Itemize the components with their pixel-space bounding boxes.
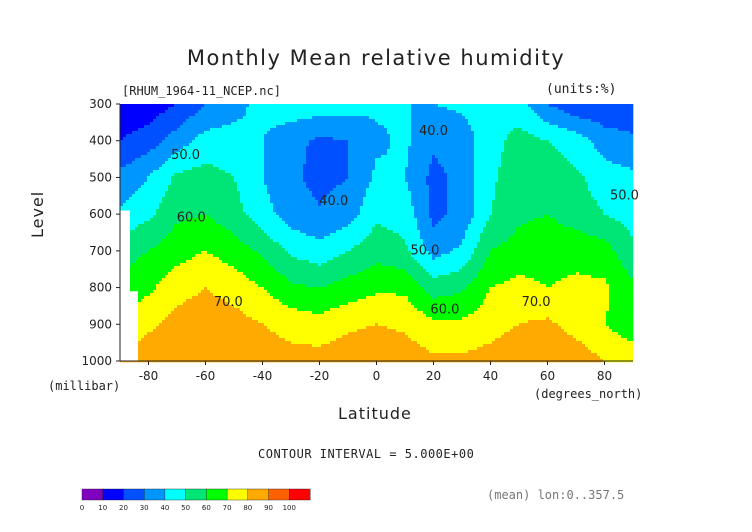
colorbar-label: 70 bbox=[223, 504, 232, 512]
x-tick-label: 80 bbox=[597, 369, 612, 383]
colorbar-swatch bbox=[289, 488, 311, 501]
contour-label: 50.0 bbox=[410, 244, 439, 259]
colorbar-label: 10 bbox=[98, 504, 107, 512]
units-label: (units:%) bbox=[546, 82, 617, 97]
colorbar-swatch bbox=[226, 488, 249, 501]
y-tick-label: 400 bbox=[89, 134, 112, 148]
colorbar-swatch bbox=[268, 488, 290, 501]
colorbar-label: 80 bbox=[243, 504, 252, 512]
colorbar-label: 40 bbox=[160, 504, 169, 512]
mean-note: (mean) lon:0..357.5 bbox=[487, 488, 625, 502]
colorbar-swatch bbox=[123, 488, 145, 501]
contour-label: 40.0 bbox=[419, 124, 448, 139]
y-tick-label: 300 bbox=[89, 97, 112, 111]
colorbar-swatch bbox=[206, 488, 228, 501]
y-tick-label: 600 bbox=[89, 207, 112, 221]
colorbar-label: 90 bbox=[264, 504, 273, 512]
x-tick-label: -40 bbox=[253, 369, 273, 383]
colorbar-label: 50 bbox=[181, 504, 190, 512]
contour-label: 60.0 bbox=[430, 302, 459, 317]
colorbar-label: 20 bbox=[119, 504, 128, 512]
x-axis-unit: (degrees_north) bbox=[534, 387, 643, 401]
contour-label: 60.0 bbox=[177, 210, 206, 225]
y-tick-label: 800 bbox=[89, 281, 112, 295]
y-tick-label: 1000 bbox=[81, 354, 112, 368]
colorbar-label: 30 bbox=[140, 504, 149, 512]
x-tick-label: 40 bbox=[483, 369, 498, 383]
contour-interval-note: CONTOUR INTERVAL = 5.000E+00 bbox=[258, 447, 475, 461]
terrain-mask bbox=[120, 210, 130, 361]
colorbar-swatch bbox=[81, 488, 104, 501]
dataset-name: [RHUM_1964-11_NCEP.nc] bbox=[122, 84, 281, 98]
x-tick-label: 20 bbox=[426, 369, 441, 383]
contour-label: 50.0 bbox=[171, 148, 200, 163]
colorbar-swatch bbox=[247, 488, 269, 501]
colorbar-label: 0 bbox=[80, 504, 84, 512]
x-tick-label: -20 bbox=[310, 369, 330, 383]
y-tick-label: 700 bbox=[89, 244, 112, 258]
humidity-field bbox=[120, 104, 634, 363]
x-tick-label: 60 bbox=[540, 369, 555, 383]
terrain-mask-lower bbox=[130, 291, 138, 361]
y-axis-label: Level bbox=[28, 190, 47, 238]
y-tick-label: 900 bbox=[89, 317, 112, 331]
contour-label: 70.0 bbox=[214, 295, 243, 310]
x-tick-label: -60 bbox=[196, 369, 216, 383]
contour-label: 70.0 bbox=[522, 295, 551, 310]
colorbar-swatch bbox=[185, 488, 207, 501]
chart-title: Monthly Mean relative humidity bbox=[186, 46, 566, 70]
x-tick-label: -80 bbox=[139, 369, 159, 383]
contour-label: 40.0 bbox=[319, 194, 348, 209]
x-tick-label: 0 bbox=[373, 369, 381, 383]
contour-label: 50.0 bbox=[610, 188, 639, 203]
x-axis-label: Latitude bbox=[338, 404, 412, 423]
colorbar-swatch bbox=[164, 488, 187, 501]
colorbar-swatch bbox=[143, 488, 166, 501]
colorbar-label: 100 bbox=[283, 504, 296, 512]
y-axis-unit: (millibar) bbox=[48, 379, 121, 393]
colorbar-label: 60 bbox=[202, 504, 211, 512]
colorbar-swatch bbox=[102, 488, 124, 501]
y-tick-label: 500 bbox=[89, 170, 112, 184]
